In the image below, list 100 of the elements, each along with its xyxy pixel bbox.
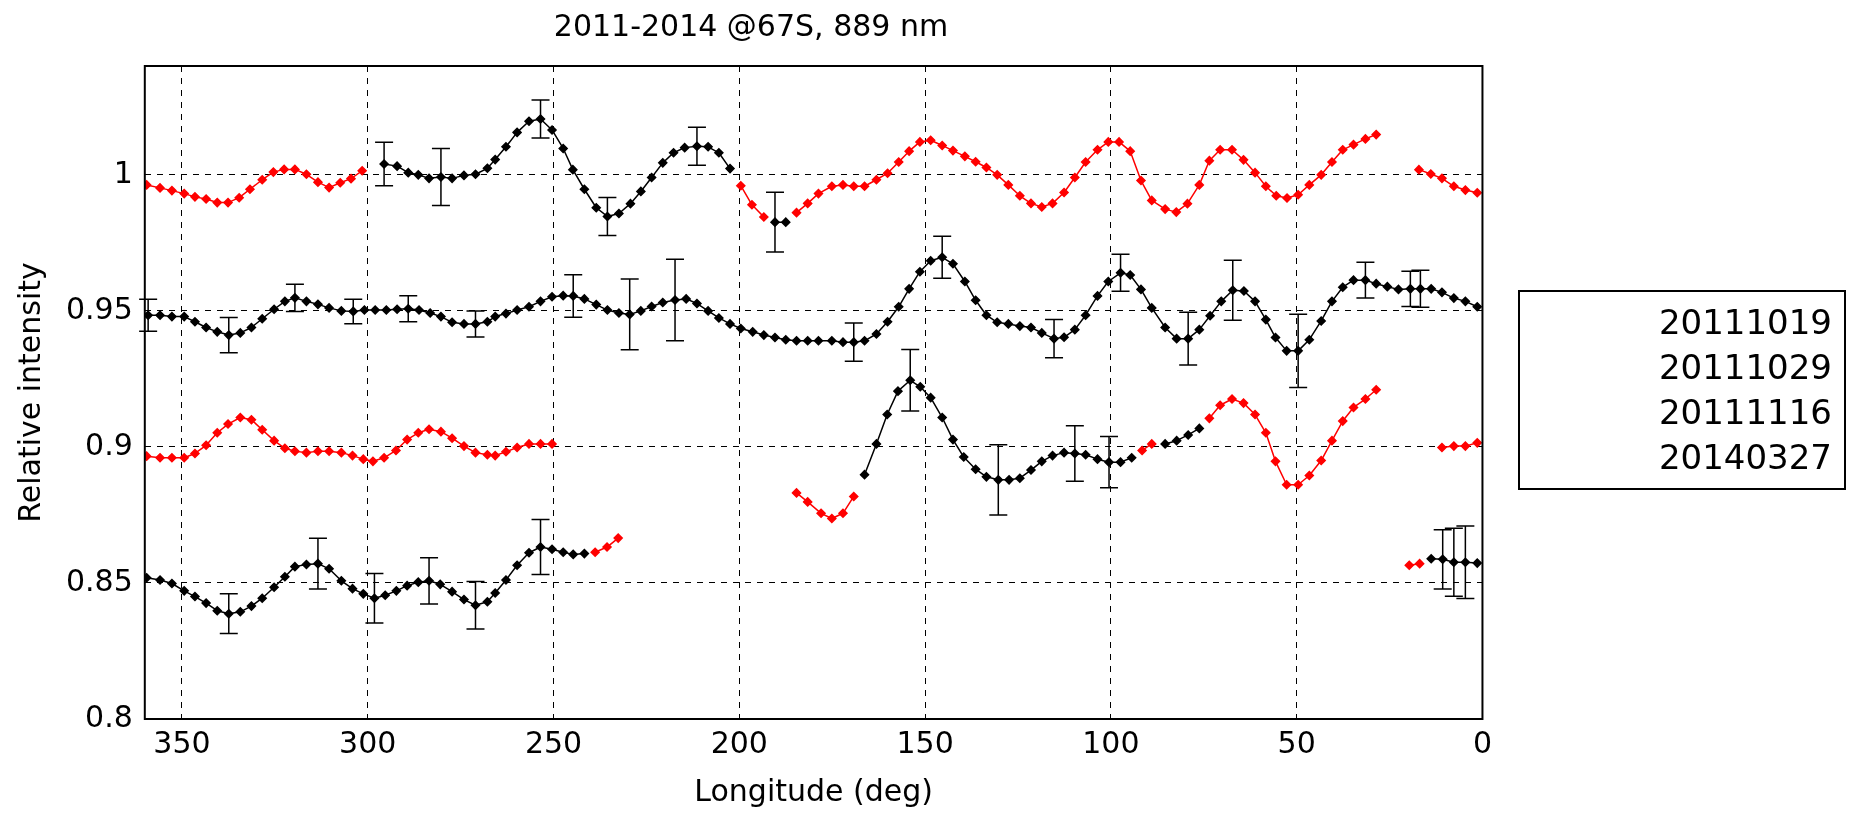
point bbox=[1171, 207, 1182, 217]
point bbox=[925, 392, 936, 403]
point bbox=[1194, 180, 1205, 190]
point bbox=[859, 469, 870, 480]
point bbox=[1281, 479, 1292, 490]
point bbox=[269, 582, 279, 593]
point bbox=[703, 142, 713, 152]
point bbox=[524, 116, 534, 126]
point bbox=[524, 548, 534, 558]
point bbox=[1227, 145, 1237, 155]
y-tick-label: 1 bbox=[113, 154, 133, 190]
x-tick-label: 0 bbox=[1472, 724, 1492, 760]
x-tick-label: 150 bbox=[896, 724, 954, 760]
point bbox=[436, 426, 446, 437]
point bbox=[482, 450, 493, 460]
point bbox=[981, 472, 992, 482]
point bbox=[269, 435, 279, 446]
text: 20140327 bbox=[1657, 436, 1832, 479]
point bbox=[827, 513, 837, 524]
point bbox=[1250, 409, 1260, 420]
point bbox=[368, 456, 378, 467]
point bbox=[424, 424, 434, 434]
point bbox=[579, 548, 590, 559]
point bbox=[413, 170, 424, 180]
text: 20111029 bbox=[1657, 346, 1832, 389]
point bbox=[357, 166, 367, 176]
point bbox=[235, 412, 246, 423]
point bbox=[591, 203, 602, 213]
point bbox=[167, 453, 177, 463]
point bbox=[1282, 193, 1292, 203]
point bbox=[614, 208, 624, 219]
point bbox=[379, 453, 389, 463]
y-axis-title: Relative intensity bbox=[11, 262, 47, 523]
point bbox=[1204, 155, 1215, 166]
x-tick-label: 50 bbox=[1277, 724, 1316, 760]
point bbox=[435, 579, 445, 590]
point bbox=[1227, 394, 1237, 404]
point bbox=[347, 450, 358, 461]
point bbox=[392, 161, 402, 171]
point bbox=[937, 412, 947, 423]
point bbox=[658, 158, 668, 168]
point bbox=[290, 446, 300, 457]
point bbox=[313, 177, 323, 187]
point bbox=[1338, 145, 1348, 155]
point bbox=[948, 145, 958, 156]
point bbox=[179, 188, 189, 199]
point bbox=[838, 508, 848, 519]
point bbox=[1147, 195, 1157, 206]
point bbox=[482, 163, 493, 174]
point bbox=[602, 542, 612, 552]
point bbox=[960, 151, 970, 162]
y-tick-label: 0.95 bbox=[66, 290, 133, 326]
point bbox=[167, 185, 177, 196]
point bbox=[579, 184, 590, 194]
point bbox=[301, 447, 312, 458]
point bbox=[725, 163, 735, 174]
point bbox=[1426, 553, 1436, 564]
point bbox=[279, 164, 289, 175]
point bbox=[1371, 129, 1381, 140]
point bbox=[970, 157, 981, 167]
point bbox=[490, 588, 500, 598]
point bbox=[958, 452, 969, 462]
point bbox=[535, 439, 546, 449]
point bbox=[1037, 456, 1047, 467]
point bbox=[1437, 173, 1447, 184]
point bbox=[1472, 188, 1483, 198]
chart-title: 2011-2014 @67S, 889 nm bbox=[553, 7, 949, 43]
point bbox=[668, 148, 679, 158]
point bbox=[190, 448, 200, 459]
point bbox=[1338, 416, 1348, 426]
point bbox=[290, 561, 300, 572]
point bbox=[490, 450, 500, 461]
point bbox=[1360, 394, 1371, 404]
point bbox=[1215, 400, 1225, 411]
point bbox=[849, 181, 859, 192]
point bbox=[1171, 435, 1182, 446]
point bbox=[402, 434, 412, 445]
point bbox=[470, 169, 481, 180]
point bbox=[893, 157, 904, 167]
point bbox=[1136, 175, 1146, 186]
point bbox=[347, 583, 358, 594]
point bbox=[246, 414, 257, 425]
point bbox=[223, 197, 233, 208]
point bbox=[524, 439, 534, 449]
point bbox=[1215, 145, 1225, 155]
point bbox=[155, 575, 165, 585]
point bbox=[882, 409, 892, 420]
point bbox=[747, 200, 757, 210]
point bbox=[346, 173, 356, 184]
point bbox=[1304, 470, 1315, 481]
point bbox=[1238, 155, 1249, 165]
point bbox=[646, 172, 657, 183]
x-axis-title: Longitude (deg) bbox=[694, 772, 933, 808]
point bbox=[736, 180, 746, 191]
point bbox=[336, 447, 347, 458]
point bbox=[1183, 430, 1193, 440]
point bbox=[234, 192, 244, 203]
point bbox=[1293, 479, 1303, 490]
point bbox=[155, 183, 165, 193]
point bbox=[1147, 439, 1157, 449]
